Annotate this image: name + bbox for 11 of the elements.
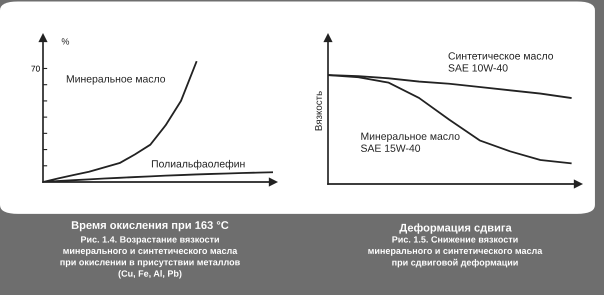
legend-label: Минеральное масло <box>66 75 166 85</box>
x-axis-title: Время окисления при 163 °C <box>72 221 228 232</box>
x-axis-title: Деформация сдвига <box>399 223 512 234</box>
series-label: Минеральное масло SAE 15W-40 <box>360 132 460 152</box>
y-axis-title: Вязкость <box>315 91 322 130</box>
series-label: Синтетическое масло SAE 10W-40 <box>448 52 554 72</box>
text: Рис. 1.4. Возрастание вязкости минерального и синтетического масла при окислении в присутствии металлов (Cu, Fe, Al, Pb) <box>60 236 240 278</box>
text: Рис. 1.5. Снижение вязкости минерального и синтетического масла при сдвиговой деформации <box>368 236 542 268</box>
text: 70 <box>31 66 40 72</box>
y-axis-title: % <box>62 38 70 45</box>
series-label: Полиальфаолефин <box>152 160 245 170</box>
